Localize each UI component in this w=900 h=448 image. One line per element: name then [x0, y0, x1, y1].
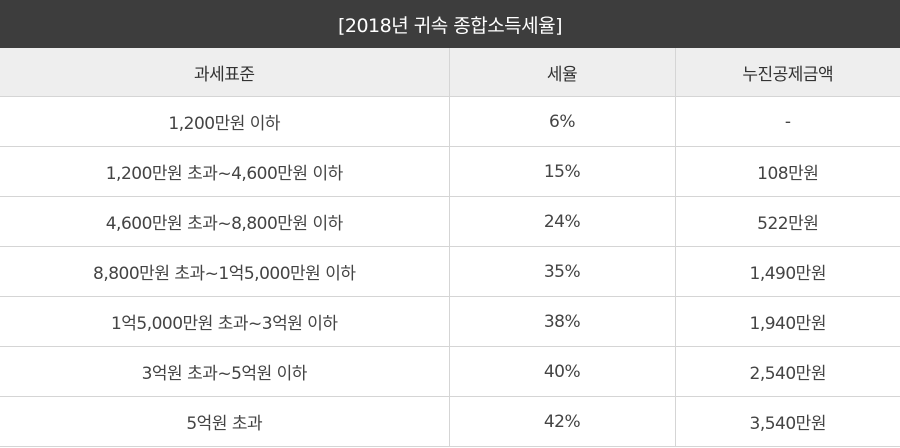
cell-tax-rate: 6% [448, 96, 676, 147]
table-row: 3억원 초과~5억원 이하 40% 2,540만원 [0, 346, 900, 397]
cell-tax-rate: 15% [448, 146, 676, 197]
table-row: 1억5,000만원 초과~3억원 이하 38% 1,940만원 [0, 296, 900, 347]
table-title: [2018년 귀속 종합소득세율] [0, 0, 900, 48]
cell-tax-base: 5억원 초과 [0, 396, 450, 447]
cell-tax-base: 1,200만원 이하 [0, 96, 450, 147]
table-row: 1,200만원 초과~4,600만원 이하 15% 108만원 [0, 146, 900, 197]
cell-tax-base: 1억5,000만원 초과~3억원 이하 [0, 296, 450, 347]
cell-deduction: 1,490만원 [674, 246, 900, 297]
cell-tax-rate: 42% [448, 396, 676, 447]
cell-tax-base: 4,600만원 초과~8,800만원 이하 [0, 196, 450, 247]
cell-tax-base: 8,800만원 초과~1억5,000만원 이하 [0, 246, 450, 297]
header-tax-base: 과세표준 [0, 48, 450, 97]
cell-tax-base: 3억원 초과~5억원 이하 [0, 346, 450, 397]
cell-tax-rate: 38% [448, 296, 676, 347]
cell-tax-rate: 40% [448, 346, 676, 397]
cell-deduction: 3,540만원 [674, 396, 900, 447]
cell-tax-rate: 24% [448, 196, 676, 247]
tax-rate-table: 과세표준 세율 누진공제금액 1,200만원 이하 6% - 1,200만원 초… [0, 48, 900, 447]
header-tax-rate: 세율 [448, 48, 676, 97]
cell-tax-base: 1,200만원 초과~4,600만원 이하 [0, 146, 450, 197]
cell-deduction: 108만원 [674, 146, 900, 197]
table-row: 5억원 초과 42% 3,540만원 [0, 396, 900, 447]
table-row: 4,600만원 초과~8,800만원 이하 24% 522만원 [0, 196, 900, 247]
cell-deduction: - [674, 96, 900, 147]
header-progressive-deduction: 누진공제금액 [674, 48, 900, 97]
cell-deduction: 522만원 [674, 196, 900, 247]
cell-deduction: 2,540만원 [674, 346, 900, 397]
cell-deduction: 1,940만원 [674, 296, 900, 347]
table-row: 1,200만원 이하 6% - [0, 96, 900, 147]
cell-tax-rate: 35% [448, 246, 676, 297]
table-row: 8,800만원 초과~1억5,000만원 이하 35% 1,490만원 [0, 246, 900, 297]
header-row: 과세표준 세율 누진공제금액 [0, 48, 900, 97]
